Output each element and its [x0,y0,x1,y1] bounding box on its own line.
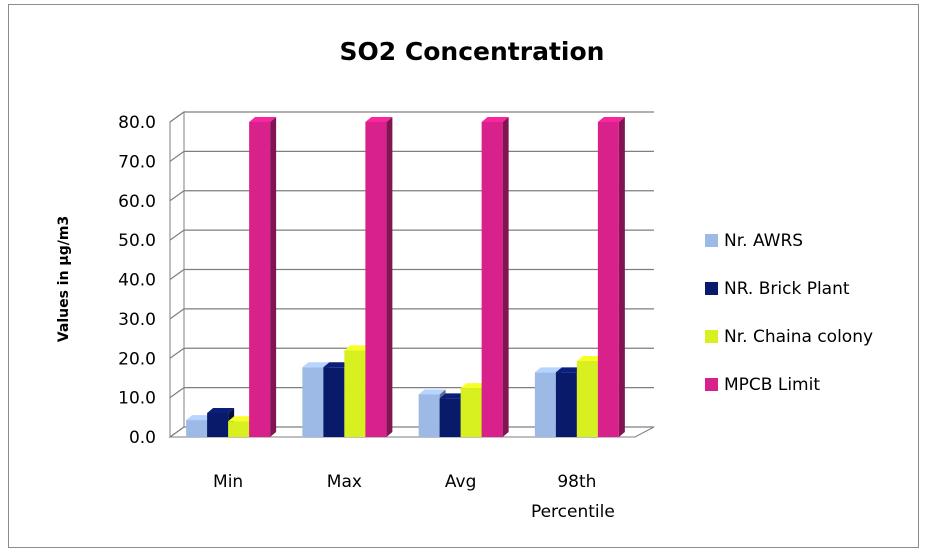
chart-frame [8,4,919,548]
x-tick-label: Percentile [531,502,615,522]
gridline [169,150,654,162]
bar [344,350,366,437]
bar-side [618,117,625,437]
gridline [169,268,654,280]
bar [439,398,461,437]
y-tick-label: 0.0 [129,428,156,448]
y-tick-label: 50.0 [118,231,156,251]
bar-side [270,117,277,437]
x-tick-label: Avg [445,472,477,492]
legend-swatch [705,330,718,343]
bar [207,412,229,437]
bar-top [534,367,562,373]
bar [576,361,598,437]
y-tick-label: 70.0 [118,152,156,172]
y-tick-label: 40.0 [118,271,156,291]
bar [460,388,482,437]
x-tick-label: Min [213,472,243,492]
bar [597,122,619,437]
bar-top [186,415,214,421]
bar [323,367,345,437]
gridline [169,111,654,123]
bar [228,421,250,437]
bar-top [249,117,277,122]
bar [249,122,271,437]
x-tick-label: 98th [557,472,596,492]
y-axis-label: Values in µg/m3 [56,216,72,342]
bar [481,122,503,437]
bar-top [365,117,393,122]
x-tick-label: Max [327,472,362,492]
bar [186,420,208,437]
bar-top [576,356,604,362]
chart-title: SO2 Concentration [340,37,605,66]
bar-top [302,362,330,368]
legend-label: Nr. Chaina colony [724,327,873,347]
bar-top [481,117,509,122]
bar-top [228,416,256,422]
bar [418,394,440,437]
bar-top [344,345,372,351]
bar-top [418,389,446,395]
y-tick-label: 80.0 [118,113,156,133]
bar-top [460,383,488,389]
bar-top [439,393,467,399]
bar-top [555,367,583,373]
gridline [169,308,654,320]
gridline [169,229,654,241]
gridline [169,190,654,202]
bar-side [386,117,393,437]
bar-top [323,362,351,368]
legend-label: NR. Brick Plant [724,279,850,299]
bar-top [597,117,625,122]
y-tick-label: 30.0 [118,310,156,330]
plot-area: 0.0 10.0 20.0 30.0 40.0 50.0 60.0 70.0 80.0 Min Ma… [118,111,655,522]
y-tick-label: 10.0 [118,389,156,409]
bar-top [207,407,235,413]
y-tick-label: 60.0 [118,192,156,212]
bar [555,372,577,437]
y-tick-label: 20.0 [118,349,156,369]
bar [534,372,556,437]
bar [365,122,387,437]
gridline [169,347,654,359]
legend-swatch [705,378,718,391]
bar-side [502,117,509,437]
legend-swatch [705,282,718,295]
bar [302,367,324,437]
legend: Nr. AWRS NR. Brick Plant Nr. Chaina colony… [705,231,873,395]
legend-label: MPCB Limit [724,375,820,395]
legend-swatch [705,234,718,247]
legend-label: Nr. AWRS [724,231,803,251]
